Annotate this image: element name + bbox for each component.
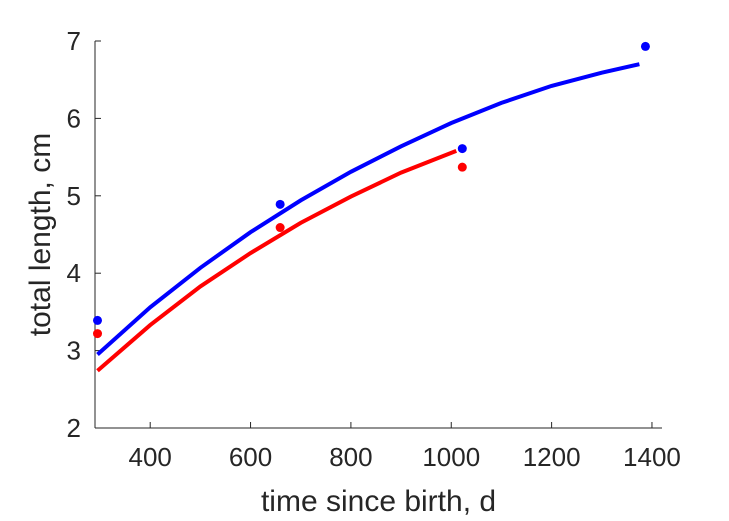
x-tick-label: 1400 bbox=[623, 442, 681, 472]
x-axis-label: time since birth, d bbox=[261, 485, 496, 518]
fit-curves bbox=[96, 62, 640, 373]
y-axis-label: total length, cm bbox=[24, 133, 57, 336]
fit-curve-1 bbox=[96, 62, 640, 356]
y-tick-label: 6 bbox=[67, 103, 81, 133]
data-point bbox=[640, 41, 650, 51]
x-tick-label: 1200 bbox=[523, 442, 581, 472]
y-tick-label: 4 bbox=[67, 258, 81, 288]
x-tick-label: 800 bbox=[329, 442, 372, 472]
y-tick-label: 3 bbox=[67, 336, 81, 366]
data-point bbox=[93, 329, 103, 339]
x-tick-label: 400 bbox=[128, 442, 171, 472]
data-point bbox=[457, 162, 467, 172]
y-tick-label: 2 bbox=[67, 413, 81, 443]
data-points bbox=[93, 41, 650, 339]
data-point bbox=[457, 144, 467, 154]
x-tick-label: 1000 bbox=[422, 442, 480, 472]
data-point bbox=[93, 315, 103, 325]
data-point bbox=[275, 223, 285, 233]
y-tick-label: 7 bbox=[67, 26, 81, 56]
x-tick-label: 600 bbox=[229, 442, 272, 472]
data-point bbox=[275, 199, 285, 209]
y-tick-label: 5 bbox=[67, 181, 81, 211]
axes: 400 600 800 1000 1200 1400 2 3 4 5 6 7 bbox=[67, 26, 681, 472]
fit-curve-2 bbox=[96, 149, 458, 373]
